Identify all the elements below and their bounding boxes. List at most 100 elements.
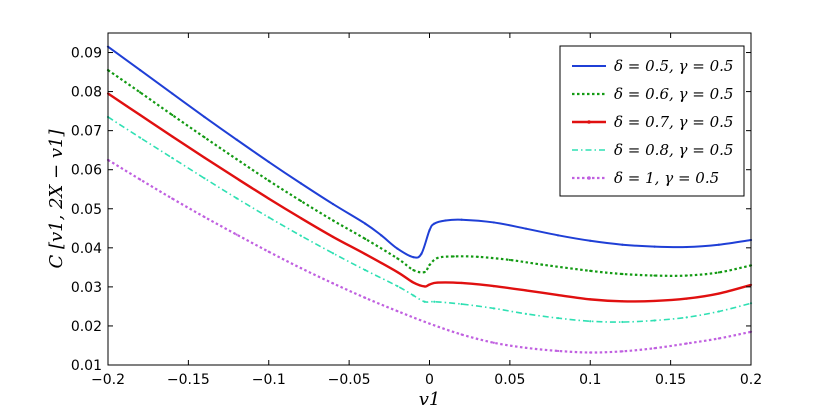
data-point [171,135,174,138]
data-point [653,299,656,303]
data-point [267,250,270,253]
data-point [508,258,511,262]
data-point [267,197,270,200]
y-tick-label: 0.09 [71,46,102,62]
data-point [476,255,479,258]
data-point [299,182,302,185]
series-points-1 [106,45,753,259]
legend-entry: δ = 0.8, γ = 0.5 [614,141,733,159]
y-tick-label: 0.04 [71,241,102,257]
y-tick-label: 0.02 [71,319,102,335]
data-point [428,229,431,232]
data-point [139,91,142,94]
data-point [444,219,447,222]
legend-marker [587,120,591,124]
data-point [331,219,335,222]
data-point [433,222,436,225]
data-point [396,247,399,250]
x-tick-label: −0.15 [167,372,210,388]
y-tick-label: 0.08 [71,85,102,101]
data-point [267,179,270,182]
x-tick-label: −0.05 [328,372,371,388]
data-point [267,216,270,219]
data-point [139,178,142,181]
data-point [685,274,688,277]
data-point [203,215,206,219]
x-axis-ticks: −0.2 −0.15 −0.1 −0.05 0 0.05 0.1 0.15 0.2 [91,33,762,388]
data-point [364,268,367,272]
data-point [203,177,206,180]
data-point [267,160,270,163]
series-points-3 [106,92,753,303]
data-point [203,136,206,139]
legend-entry: δ = 0.6, γ = 0.5 [614,85,733,103]
data-point [436,256,439,260]
x-tick-label: 0 [425,372,434,388]
data-point [364,252,367,256]
data-point [717,310,720,313]
data-point [460,333,463,336]
data-point [717,243,720,246]
data-point [235,233,238,236]
data-point [653,347,656,350]
data-point [685,245,688,249]
series-layer [106,45,753,354]
series-line-1 [107,45,752,259]
data-point [331,202,335,206]
x-tick-label: 0.05 [494,372,525,388]
data-point [557,349,560,353]
series-points-4 [106,115,753,324]
data-point [524,312,528,315]
data-point [364,237,367,240]
data-point [396,285,399,288]
data-point [412,268,415,272]
data-point [524,227,528,230]
data-point [364,296,367,299]
y-axis-ticks: 0.01 0.02 0.03 0.04 0.05 0.06 0.07 0.08 0.09 [71,46,751,374]
data-point [380,234,383,237]
data-point [685,316,688,319]
data-point [423,300,426,303]
series-points-2 [106,69,753,277]
data-point [396,309,399,313]
data-point [717,271,720,274]
data-point [420,252,423,255]
data-point [412,256,415,259]
x-tick-label: 0.15 [655,372,686,388]
data-point [203,156,206,159]
data-point [171,113,174,117]
data-point [235,138,238,141]
data-point [235,197,238,200]
data-point [299,199,302,203]
data-point [589,298,592,301]
data-point [433,300,436,303]
data-point [460,218,463,221]
data-point [621,272,624,276]
data-point [653,274,656,277]
data-point [492,307,495,310]
data-point [589,351,592,354]
data-point [589,239,592,242]
data-point [557,293,560,297]
x-axis-label: v1 [419,389,441,410]
data-point [235,158,238,161]
data-point [331,252,335,255]
legend-entry: δ = 0.5, γ = 0.5 [614,57,733,75]
data-point [428,283,431,286]
data-point [412,294,415,297]
series-line-2 [107,69,752,277]
data-point [524,346,528,349]
data-point [460,281,463,285]
data-point [621,350,624,353]
data-point [299,234,302,237]
legend-entry: δ = 1, γ = 0.5 [614,169,719,187]
data-point [653,245,656,248]
x-tick-label: −0.2 [91,372,125,388]
data-point [139,113,142,117]
legend-entry: δ = 0.7, γ = 0.5 [614,113,733,131]
data-point [396,257,399,260]
data-point [653,319,656,322]
data-point [139,136,142,139]
data-point [460,302,463,306]
